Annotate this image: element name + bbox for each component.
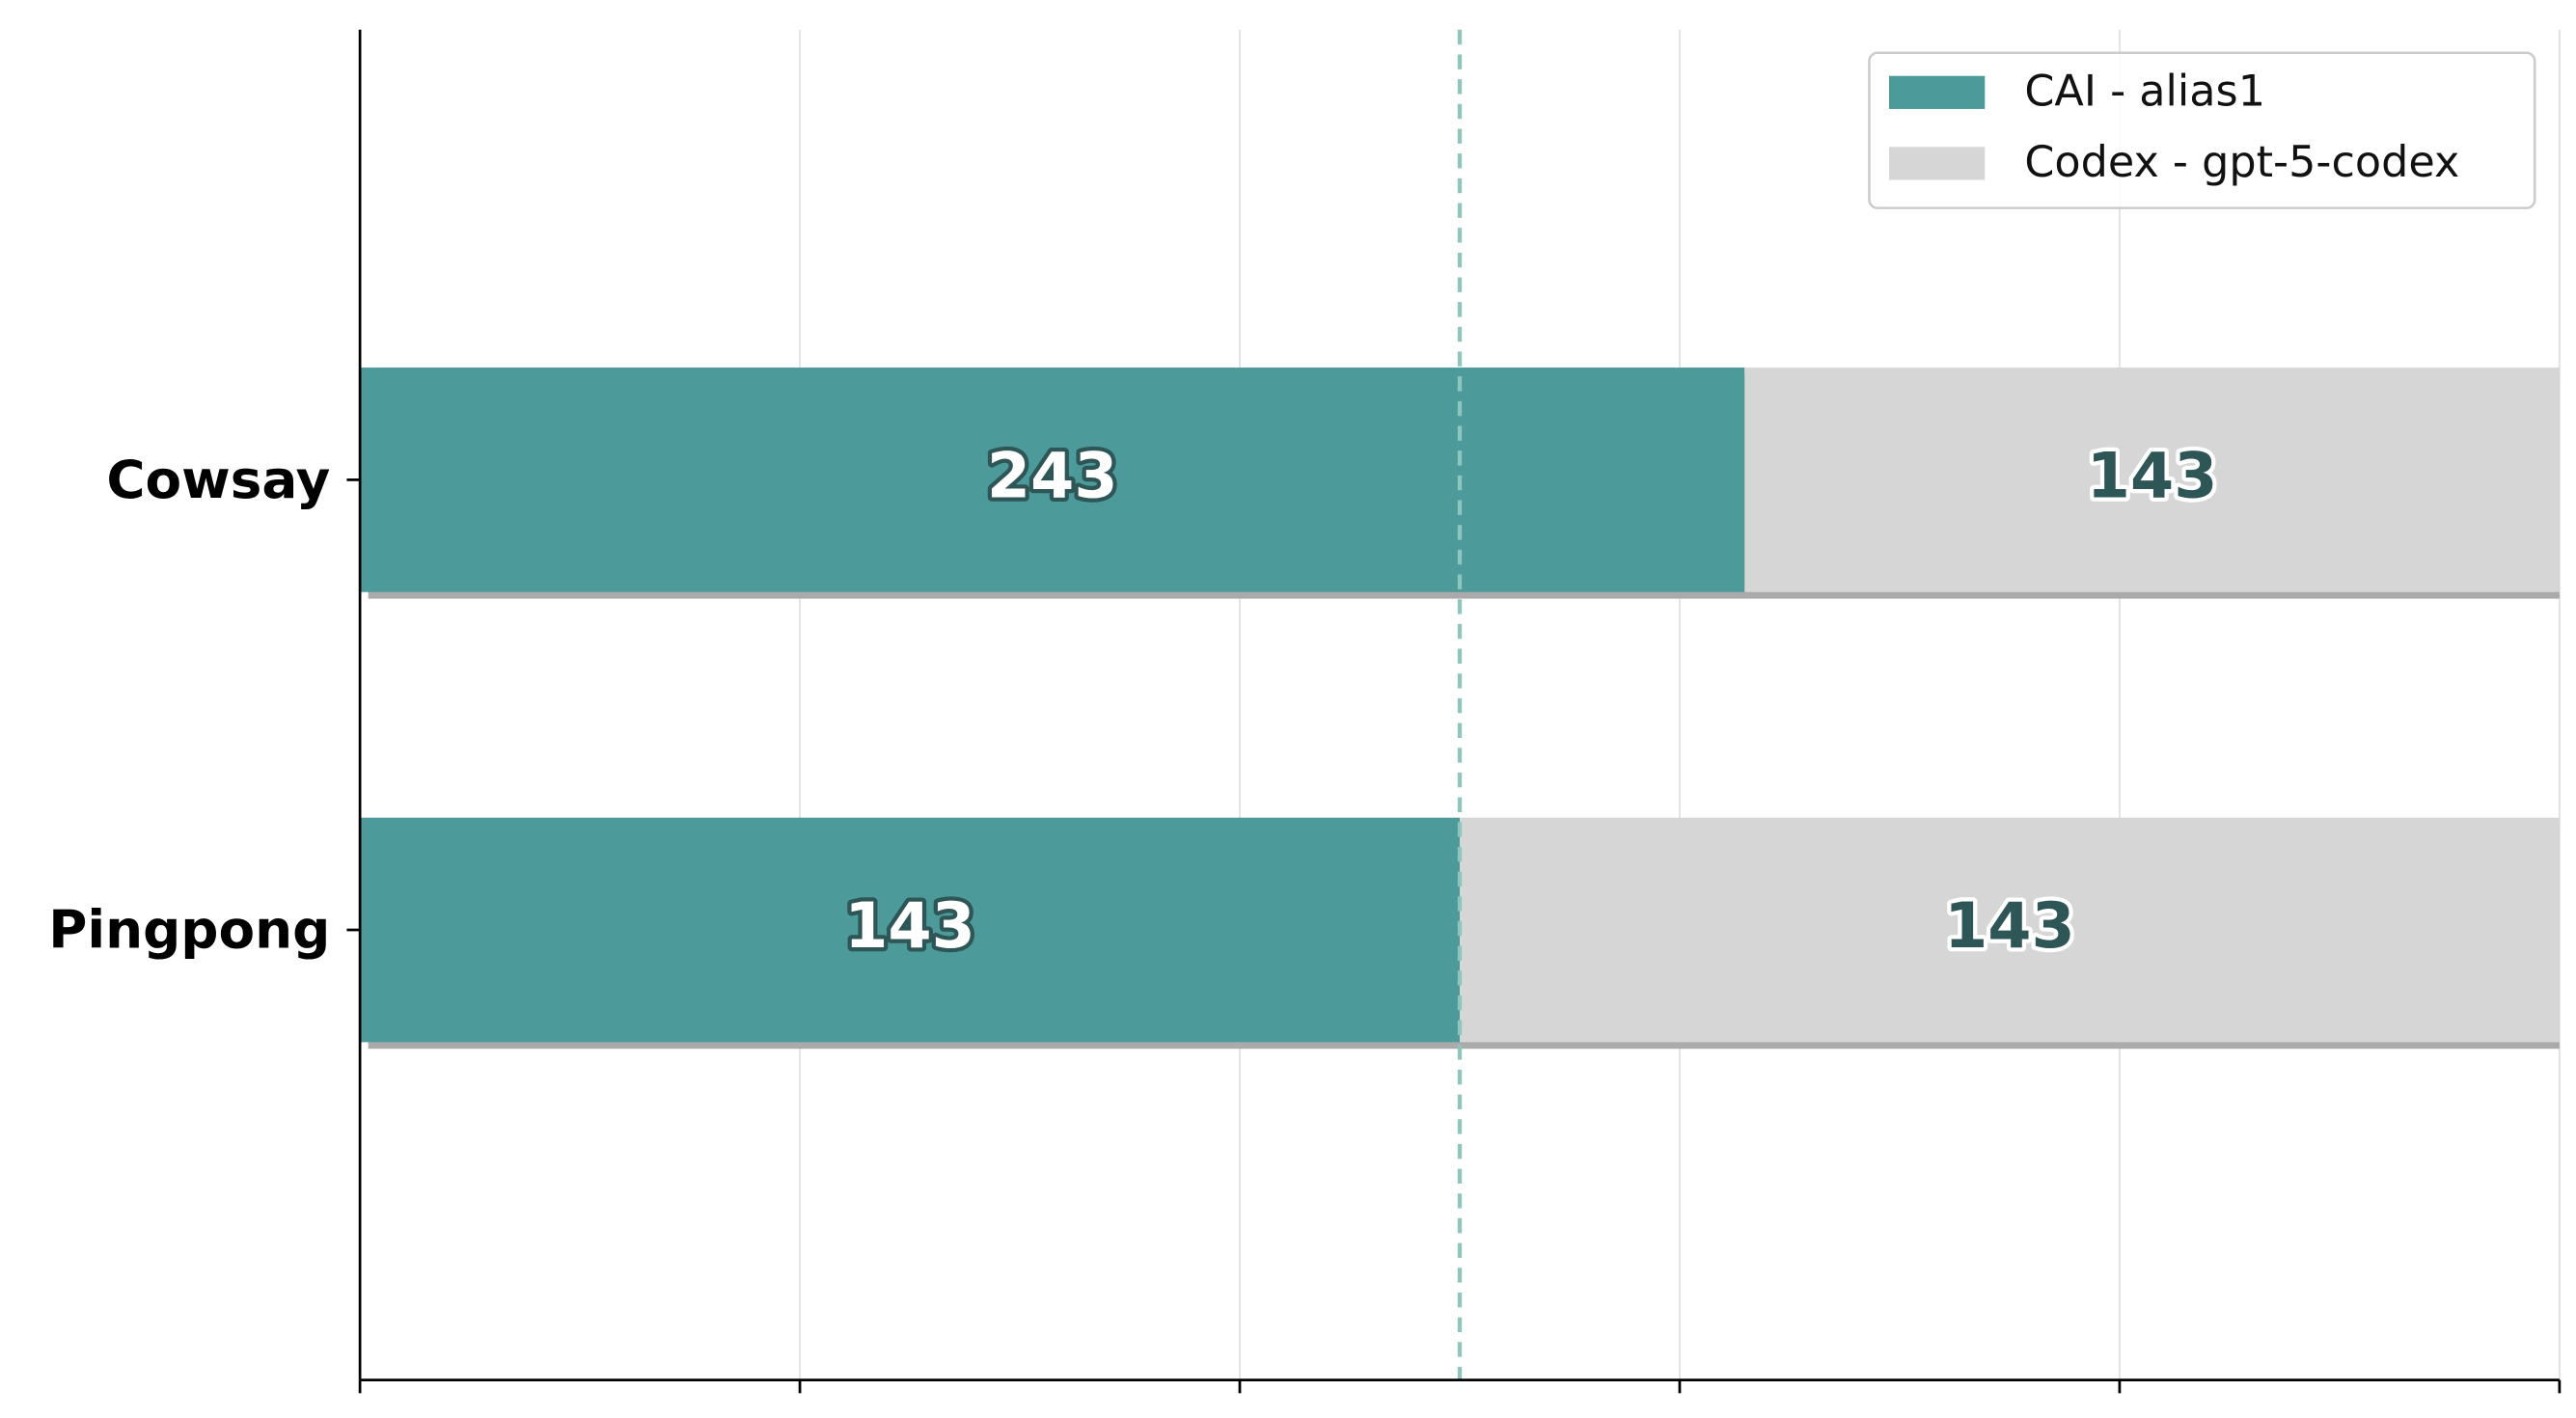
- bar: [360, 368, 1745, 592]
- legend-label: Codex - gpt-5-codex: [2024, 138, 2459, 187]
- legend: CAI - alias1 Codex - gpt-5-codex: [1868, 51, 2536, 209]
- bar-value-label: 143: [2087, 440, 2218, 512]
- legend-swatch: [1889, 75, 1986, 109]
- legend-swatch: [1889, 147, 1986, 180]
- y-tick-label: Cowsay: [106, 449, 330, 510]
- bar: [360, 817, 1461, 1043]
- bar-value-label: 143: [1944, 890, 2075, 963]
- bar: [1744, 368, 2560, 592]
- bar: [1460, 817, 2560, 1043]
- legend-frame: [1868, 51, 2536, 209]
- y-tick-label: Pingpong: [48, 899, 330, 961]
- legend-label: CAI - alias1: [2024, 68, 2265, 117]
- bar-value-label: 143: [844, 890, 975, 963]
- bar-value-label: 243: [987, 440, 1118, 512]
